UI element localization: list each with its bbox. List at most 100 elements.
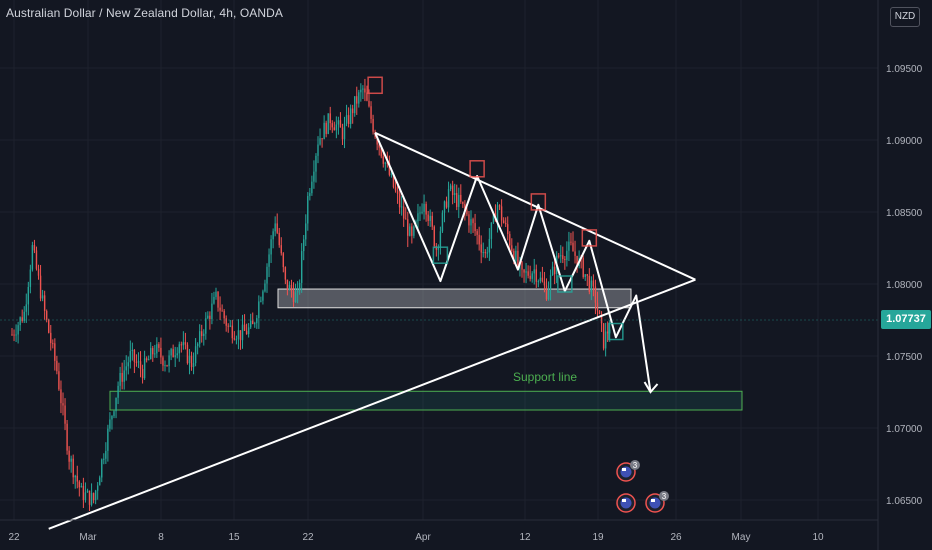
- candle-body: [400, 206, 403, 208]
- candle-body: [462, 201, 464, 205]
- price-tick-label: 1.06500: [886, 496, 923, 507]
- candle-body: [276, 223, 278, 233]
- candle-body: [60, 389, 62, 404]
- price-tick-label: 1.08500: [886, 208, 923, 219]
- candle-body: [329, 113, 331, 124]
- candle-body: [262, 291, 264, 301]
- candle-body: [231, 325, 234, 339]
- projection-arrowhead: [643, 381, 659, 394]
- nz-flag-icon[interactable]: 3: [645, 491, 669, 513]
- candle-body: [270, 239, 272, 255]
- candle-body: [380, 147, 382, 157]
- candle-body: [323, 122, 325, 140]
- candle-body: [331, 123, 333, 128]
- candle-body: [117, 385, 119, 398]
- candle-body: [219, 307, 221, 311]
- candle-body: [215, 291, 217, 297]
- candle-body: [488, 238, 491, 253]
- candle-body: [354, 96, 356, 114]
- candle-body: [339, 120, 342, 128]
- candle-body: [123, 370, 125, 382]
- time-tick-label: 22: [302, 532, 314, 543]
- candle-body: [50, 332, 52, 344]
- candle-body: [562, 255, 564, 260]
- candle-body: [25, 304, 27, 312]
- nz-flag-icon[interactable]: [616, 493, 636, 513]
- candle-body: [125, 366, 127, 371]
- candle-body: [504, 223, 507, 225]
- candle-body: [170, 349, 172, 356]
- candle-body: [258, 301, 260, 319]
- candle-body: [449, 185, 452, 190]
- candle-body: [584, 274, 586, 278]
- candle-body: [460, 194, 462, 202]
- candle-body: [407, 219, 409, 236]
- candle-body: [198, 331, 201, 344]
- candle-body: [11, 334, 13, 336]
- candle-body: [37, 268, 40, 276]
- time-tick-label: May: [732, 532, 751, 543]
- candle-body: [445, 201, 448, 208]
- candle-body: [225, 318, 227, 326]
- candle-body: [305, 223, 307, 240]
- candle-body: [490, 222, 493, 239]
- candle-body: [178, 344, 180, 354]
- candle-body: [162, 357, 164, 366]
- candle-body: [553, 266, 556, 275]
- candle-body: [527, 271, 529, 276]
- chart-title: Australian Dollar / New Zealand Dollar, …: [6, 6, 284, 20]
- candle-body: [349, 108, 352, 125]
- candle-body: [209, 315, 211, 319]
- candle-body: [409, 226, 411, 236]
- nz-flag-icon[interactable]: 3: [616, 460, 640, 482]
- candle-body: [466, 210, 468, 215]
- candle-body: [158, 344, 160, 348]
- candle-body: [264, 283, 266, 292]
- candle-body: [33, 245, 36, 251]
- candle-body: [539, 277, 542, 282]
- candle-body: [341, 127, 344, 140]
- candle-body: [476, 231, 478, 235]
- candle-body: [92, 493, 95, 501]
- candle-body: [39, 275, 42, 299]
- candle-body: [513, 251, 515, 261]
- candle-body: [468, 214, 470, 226]
- candle-body: [272, 231, 274, 240]
- candle-body: [286, 279, 289, 291]
- candle-body: [405, 218, 407, 220]
- candle-body: [247, 327, 250, 335]
- candle-body: [201, 331, 203, 337]
- candle-body: [233, 338, 236, 340]
- current-price-tag: 1.07737: [881, 310, 931, 329]
- candle-body: [523, 269, 525, 273]
- candle-body: [558, 255, 560, 257]
- candle-body: [564, 259, 566, 261]
- candle-body: [596, 302, 599, 311]
- candle-body: [168, 355, 170, 367]
- candle-body: [470, 219, 472, 226]
- candle-body: [101, 459, 103, 478]
- candle-body: [411, 226, 413, 236]
- candle-body: [568, 241, 570, 251]
- candle-body: [90, 493, 93, 505]
- candle-body: [150, 348, 152, 360]
- event-count: 3: [633, 461, 638, 470]
- candle-body: [194, 346, 197, 364]
- currency-badge[interactable]: NZD: [890, 7, 920, 27]
- candle-body: [311, 181, 313, 194]
- candle-body: [358, 92, 360, 104]
- time-tick-label: 26: [670, 532, 682, 543]
- candle-body: [453, 193, 456, 196]
- candle-body: [345, 115, 348, 124]
- price-tick-label: 1.09000: [886, 136, 923, 147]
- candle-body: [541, 277, 544, 282]
- candle-body: [54, 343, 56, 361]
- candle-body: [278, 232, 280, 246]
- candle-body: [176, 353, 178, 356]
- candle-body: [282, 253, 285, 268]
- candle-body: [184, 342, 187, 345]
- candle-body: [594, 286, 597, 303]
- candle-body: [384, 162, 387, 164]
- candle-body: [21, 317, 23, 321]
